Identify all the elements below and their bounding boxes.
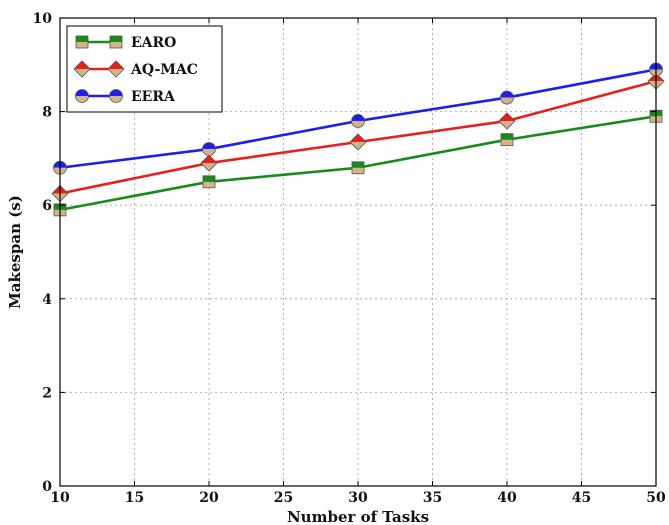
legend-label: EARO [131,35,176,51]
x-tick-label: 10 [50,490,70,506]
legend-item-eera: EERA [75,89,176,105]
data-point-marker [107,60,125,78]
x-tick-label: 25 [274,490,293,506]
ticks: 10 15 20 25 30 35 40 45 50 0 2 4 6 8 10 [33,11,666,506]
data-point-marker [200,154,218,172]
x-tick-label: 30 [348,490,368,506]
x-tick-label: 40 [497,490,517,506]
data-point-marker [498,112,516,130]
legend-item-earo: EARO [75,35,176,51]
y-tick-label: 6 [42,198,52,214]
legend: EARO AQ-MAC EERA [66,25,223,113]
x-tick-label: 15 [125,490,144,506]
data-point-marker [75,89,89,103]
x-tick-label: 45 [572,490,591,506]
data-point-marker [500,90,514,105]
data-point-marker [351,114,365,128]
x-tick-label: 20 [199,490,219,506]
y-tick-label: 4 [42,292,52,308]
data-point-marker [351,161,365,175]
data-point-marker [109,35,123,49]
data-point-marker [73,60,91,78]
y-tick-label: 10 [33,11,53,27]
legend-label: AQ-MAC [130,62,198,78]
x-tick-label: 35 [423,490,442,506]
y-axis-label: Makespan (s) [6,195,24,309]
grid [60,18,656,486]
legend-label: EERA [131,89,176,105]
data-point-marker [500,133,514,147]
x-axis-label: Number of Tasks [287,508,429,525]
data-point-marker [202,142,216,156]
data-point-marker [349,133,367,151]
x-tick-label: 50 [646,490,666,506]
legend-item-aq-mac: AQ-MAC [73,60,198,78]
data-point-marker [109,89,123,103]
data-point-marker [75,35,89,49]
y-tick-label: 0 [42,479,52,495]
y-tick-label: 2 [42,385,52,401]
y-tick-label: 8 [42,105,52,121]
data-point-marker [202,175,216,189]
